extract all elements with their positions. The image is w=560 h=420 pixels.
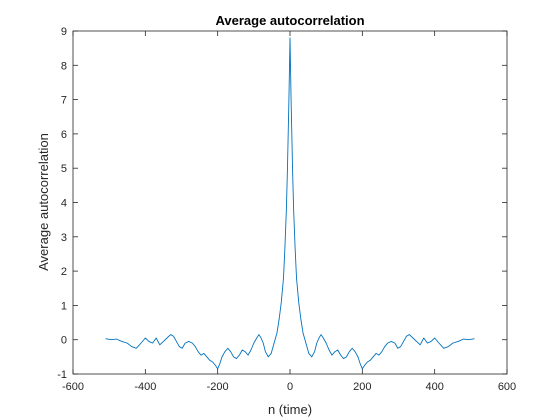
series-line-0 [105,37,475,370]
series-group [105,37,475,370]
y-axis: -1 0 1 2 3 4 5 6 7 8 9 [57,26,507,381]
y-tick-label: 6 [61,129,67,141]
y-tick-label: 2 [61,266,67,278]
x-tick-label: 400 [425,381,443,393]
y-tick-label: 4 [61,198,67,210]
x-tick-label: -400 [134,381,156,393]
x-axis-label: n (time) [268,402,312,417]
y-tick-label: 5 [61,163,67,175]
chart-title: Average autocorrelation [215,13,364,28]
y-tick-label: 8 [61,60,67,72]
x-axis: -600 -400 -200 0 200 400 600 [62,31,516,393]
y-tick-label: 0 [61,335,67,347]
y-tick-label: 7 [61,95,67,107]
x-tick-label: -600 [62,381,84,393]
x-tick-label: 600 [498,381,516,393]
y-tick-label: 1 [61,300,67,312]
y-axis-label: Average autocorrelation [36,133,51,271]
plot-area [73,31,507,374]
x-tick-label: 0 [287,381,293,393]
x-tick-label: 200 [353,381,371,393]
y-tick-label: 3 [61,232,67,244]
x-tick-label: -200 [207,381,229,393]
y-tick-label: -1 [57,369,67,381]
y-tick-label: 9 [61,26,67,38]
